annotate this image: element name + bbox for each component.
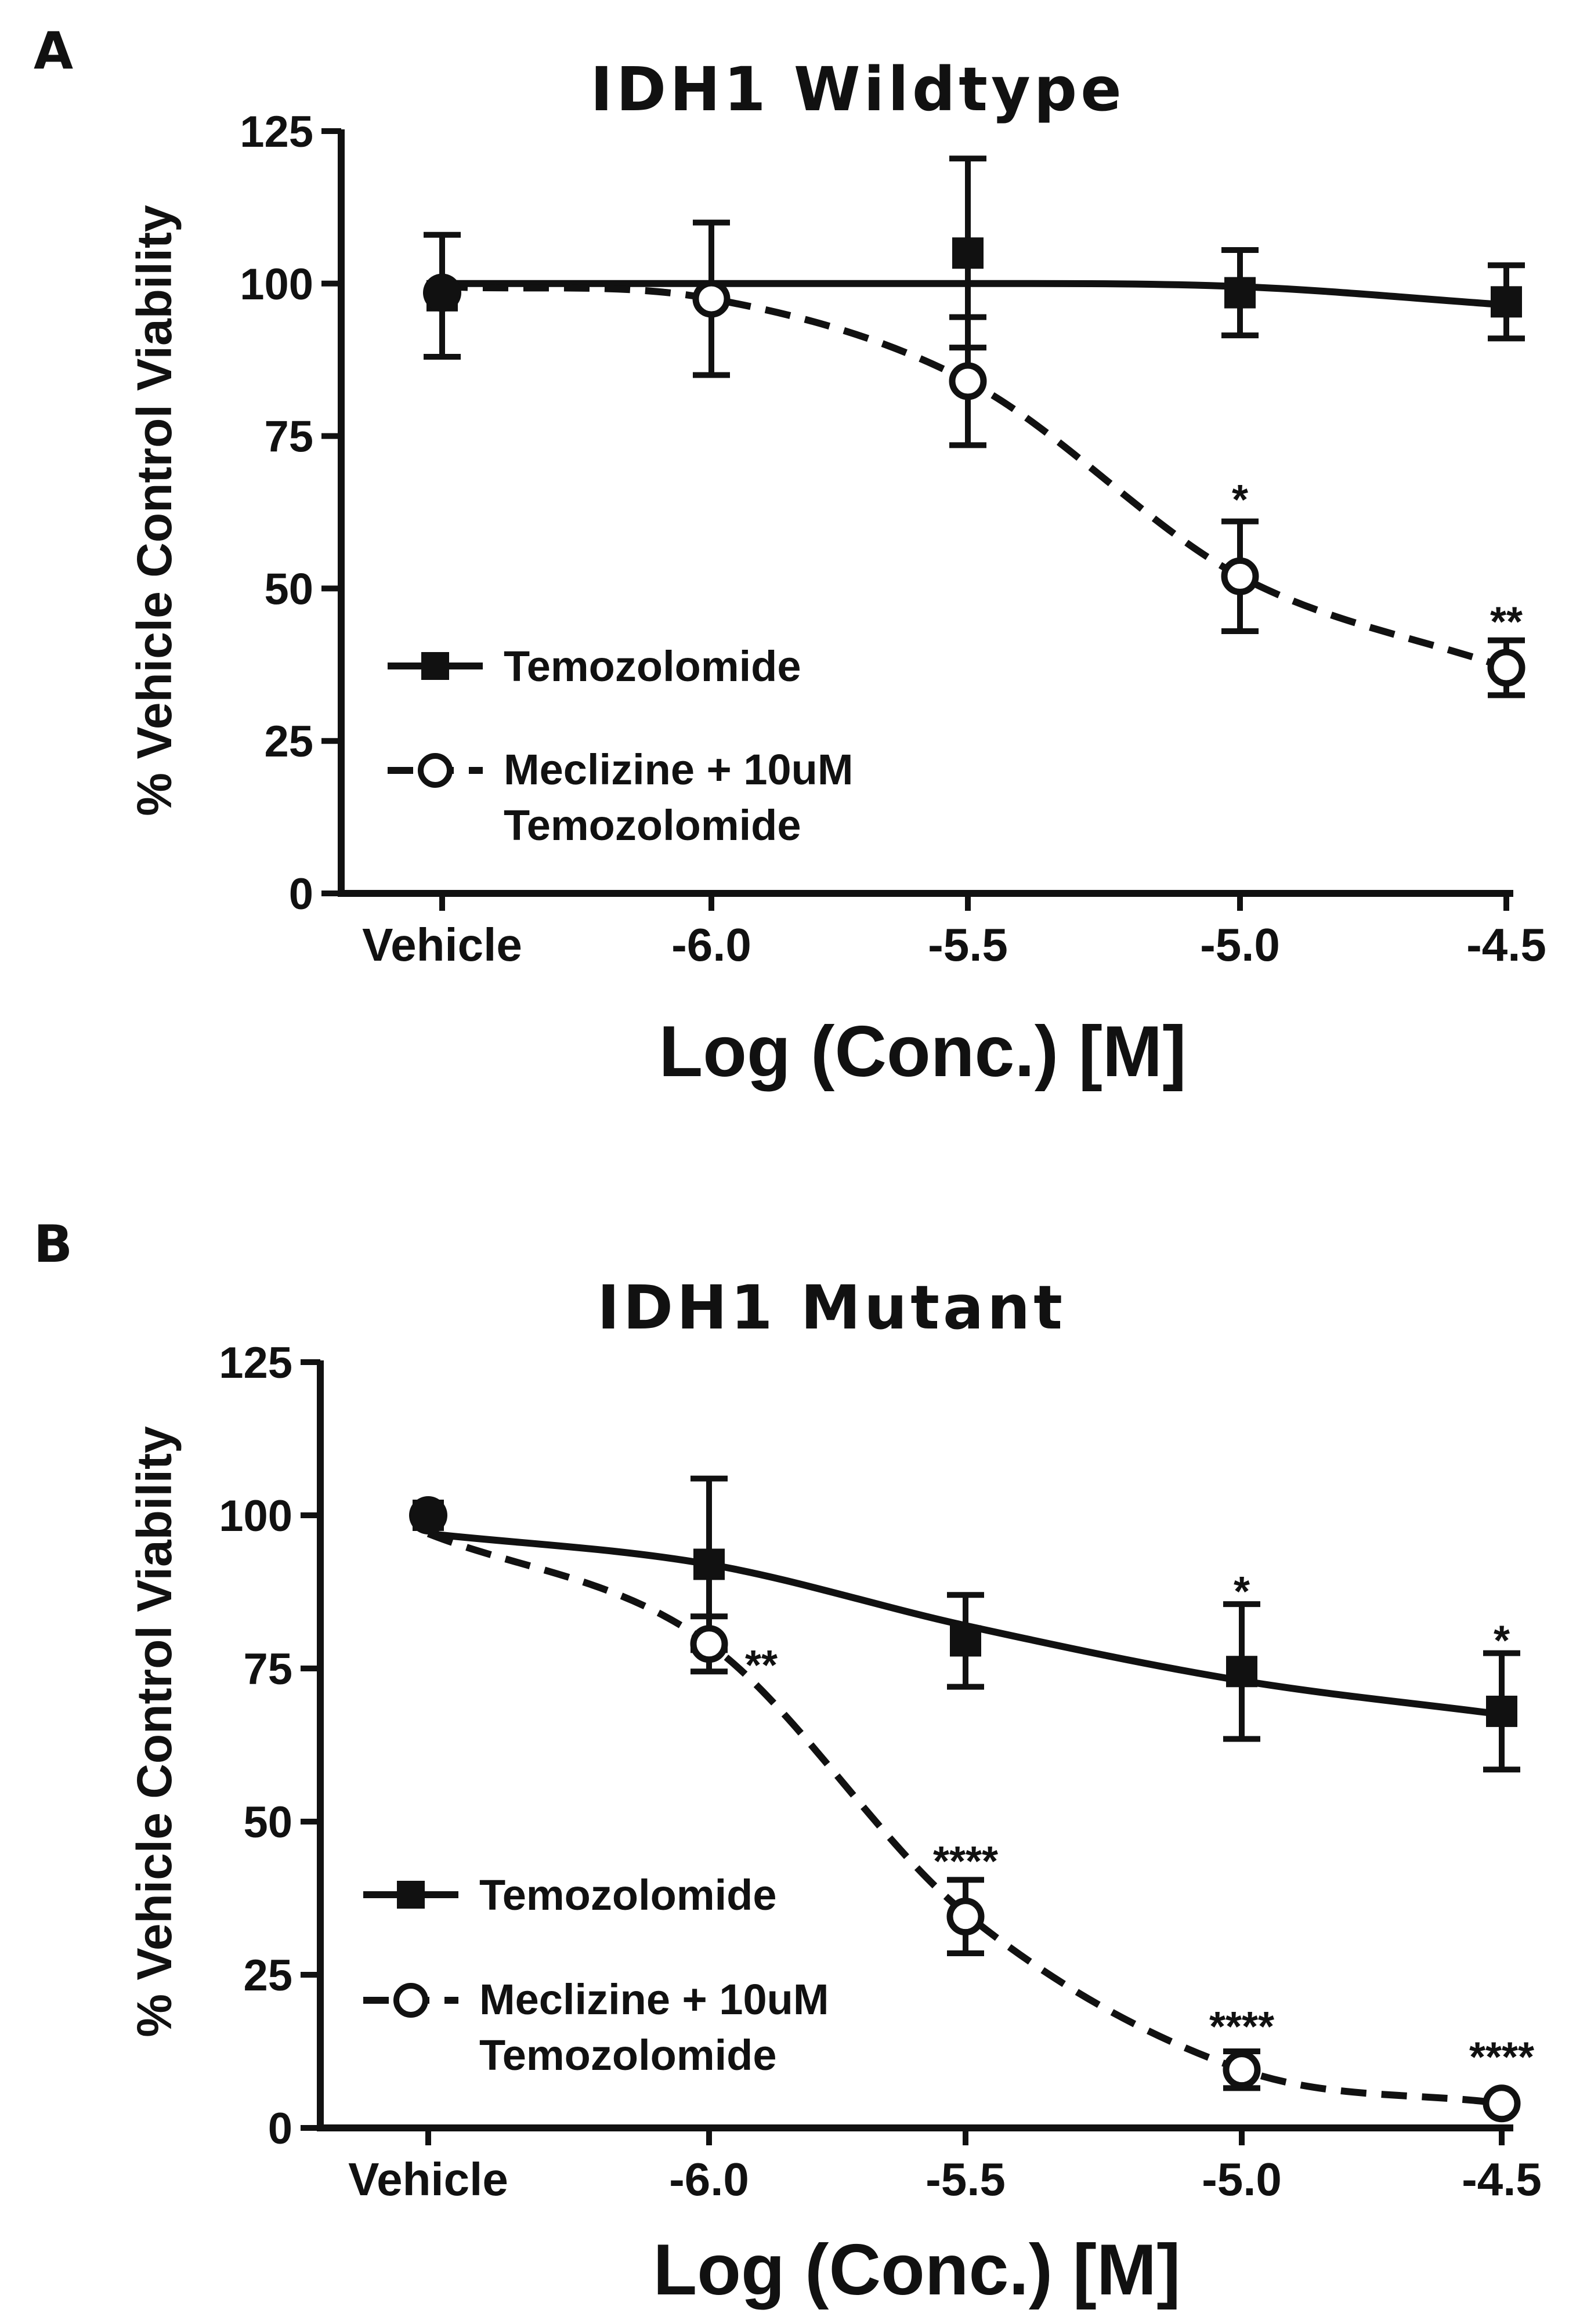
x-axis-label-a: Log (Conc.) [M] <box>659 1012 1186 1092</box>
temozolomide-point <box>1491 286 1522 318</box>
x-tick-label: -5.5 <box>926 2153 1006 2205</box>
x-tick-label: -4.5 <box>1462 2153 1542 2205</box>
meclizine-point <box>423 273 461 312</box>
legend-meclizine-marker <box>418 753 453 788</box>
legend-meclizine-label: Meclizine + 10uM Temozolomide <box>504 745 853 849</box>
chart-title-b: IDH1 Mutant <box>597 1272 1066 1343</box>
temozolomide-point <box>950 1625 981 1657</box>
significance-marker: * <box>1234 1569 1250 1615</box>
panel-b-mutant: B IDH1 Mutant % Vehicle Control Viabilit… <box>34 1214 1542 2310</box>
significance-marker: ** <box>745 1642 778 1689</box>
legend-temozolomide-label: Temozolomide <box>504 642 801 690</box>
legend-meclizine-label-line: Meclizine + 10uM <box>479 1975 829 2023</box>
y-tick-label: 125 <box>240 107 313 157</box>
y-tick-label: 75 <box>264 412 313 462</box>
y-tick-label: 100 <box>219 1492 292 1541</box>
temozolomide-point <box>1224 277 1256 309</box>
meclizine-point <box>1487 649 1525 687</box>
chart-title-a: IDH1 Wildtype <box>590 54 1125 125</box>
x-tick-label: -5.5 <box>928 919 1008 971</box>
legend-temozolomide-label: Temozolomide <box>479 1871 777 1919</box>
temozolomide-point <box>1226 1656 1257 1688</box>
y-tick-label: 25 <box>243 1951 292 2000</box>
temozolomide-point <box>952 237 984 269</box>
significance-marker: **** <box>1209 2004 1274 2050</box>
significance-marker: ** <box>1490 599 1523 645</box>
y-tick-label: 0 <box>268 2104 292 2153</box>
x-tick-label: -4.5 <box>1466 919 1546 971</box>
legend-temozolomide-marker <box>421 652 449 680</box>
significance-marker: * <box>1494 1618 1510 1664</box>
meclizine-point <box>1483 2084 1521 2123</box>
meclizine-point <box>409 1496 447 1534</box>
panel-a-wildtype: A IDH1 Wildtype % Vehicle Control Viabil… <box>34 21 1546 1092</box>
meclizine-point <box>1223 2051 1261 2089</box>
x-tick-label: Vehicle <box>362 919 522 971</box>
y-axis-label-a: % Vehicle Control Viability <box>127 205 182 816</box>
panel-letter-b: B <box>34 1214 73 1274</box>
y-tick-label: 125 <box>219 1338 292 1388</box>
meclizine-point <box>949 362 987 400</box>
temozolomide-point <box>1486 1695 1517 1727</box>
significance-marker: **** <box>1469 2035 1534 2081</box>
x-tick-label: -5.0 <box>1202 2153 1282 2205</box>
x-tick-label: -6.0 <box>671 919 751 971</box>
x-axis-label-b: Log (Conc.) [M] <box>653 2230 1180 2310</box>
meclizine-point <box>946 1898 985 1936</box>
y-tick-label: 0 <box>289 870 313 919</box>
x-tick-label: -6.0 <box>669 2153 749 2205</box>
y-tick-label: 50 <box>264 564 313 614</box>
y-tick-label: 50 <box>243 1798 292 1847</box>
meclizine-point <box>692 280 731 318</box>
legend-meclizine-label-line: Temozolomide <box>479 2031 777 2079</box>
y-tick-label: 75 <box>243 1645 292 1694</box>
legend-meclizine-label-line: Temozolomide <box>504 801 801 849</box>
x-tick-label: Vehicle <box>348 2153 508 2205</box>
x-tick-label: -5.0 <box>1200 919 1280 971</box>
y-tick-label: 25 <box>264 717 313 766</box>
significance-marker: **** <box>933 1838 998 1885</box>
meclizine-point <box>1221 557 1259 595</box>
y-tick-label: 100 <box>240 260 313 309</box>
legend-meclizine-label-line: Meclizine + 10uM <box>504 745 853 794</box>
significance-marker: * <box>1232 477 1248 523</box>
y-axis-label-b: % Vehicle Control Viability <box>127 1426 182 2037</box>
legend-meclizine-marker <box>393 1983 428 2018</box>
meclizine-point <box>690 1625 728 1663</box>
legend-temozolomide-marker <box>397 1881 425 1909</box>
temozolomide-point <box>693 1548 725 1580</box>
legend-meclizine-label: Meclizine + 10uM Temozolomide <box>479 1975 829 2079</box>
panel-letter-a: A <box>34 21 73 81</box>
